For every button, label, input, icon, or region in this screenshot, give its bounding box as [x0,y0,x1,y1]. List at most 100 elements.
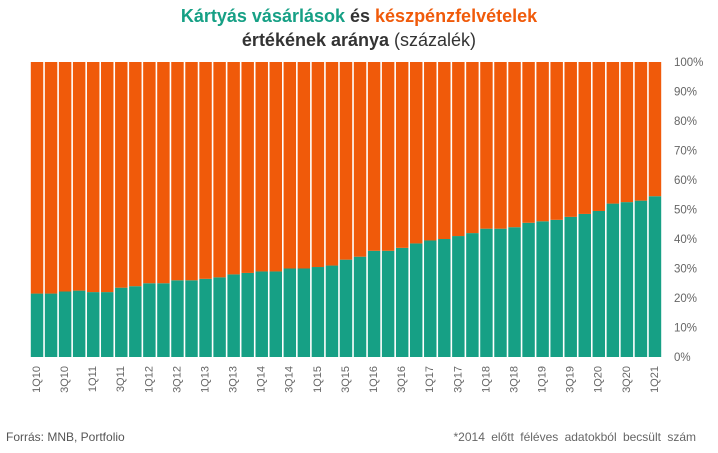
bar-cash-4Q11 [129,62,142,287]
bar-card-4Q16 [410,243,423,357]
bar-card-2Q12 [157,283,170,357]
x-tick-label: 3Q15 [340,366,352,393]
bar-card-1Q16 [367,250,381,357]
x-tick-label: 1Q21 [649,366,661,393]
x-tick-label: 3Q16 [396,366,408,393]
bar-card-3Q17 [452,236,465,357]
source-note: Forrás: MNB, Portfolio [6,430,125,444]
x-tick-label: 1Q13 [199,366,211,393]
chart-title-line1: Kártyás vásárlások és készpénzfelvételek [0,6,718,27]
bar-cash-2Q16 [381,62,395,251]
bar-card-1Q10 [30,293,44,357]
bar-cash-4Q12 [185,62,198,281]
y-tick-label: 10% [674,323,697,335]
title-cash-withdrawals: készpénzfelvételek [375,6,538,26]
bar-cash-3Q14 [283,62,297,269]
title-connector: és [345,6,376,26]
bar-card-3Q16 [395,247,409,357]
bar-cash-1Q13 [199,62,212,279]
bar-cash-3Q19 [564,62,577,217]
bar-cash-1Q21 [648,62,662,197]
bar-card-2Q11 [101,292,114,357]
y-tick-label: 100% [674,57,703,69]
bar-cash-3Q17 [452,62,465,237]
x-tick-label: 1Q19 [537,366,549,393]
bar-card-2Q13 [213,277,226,357]
bar-card-3Q13 [227,274,240,357]
bar-card-4Q12 [185,280,198,357]
bar-cash-1Q18 [480,62,493,229]
bar-card-4Q17 [466,233,479,357]
x-tick-label: 3Q10 [59,366,71,393]
bar-card-4Q19 [578,213,591,357]
bar-cash-4Q14 [297,62,311,269]
bar-cash-2Q20 [606,62,620,204]
bar-cash-1Q16 [367,62,381,251]
bar-card-4Q10 [72,290,86,357]
bar-cash-1Q11 [86,62,100,293]
x-tick-label: 1Q16 [368,366,380,393]
x-tick-label: 3Q18 [508,366,520,393]
bar-cash-2Q17 [438,62,451,239]
bar-cash-3Q12 [171,62,184,281]
bar-cash-4Q20 [634,62,648,201]
bar-cash-3Q15 [339,62,353,260]
title-card-purchases: Kártyás vásárlások [180,6,345,26]
x-tick-label: 1Q15 [312,366,324,393]
x-tick-label: 3Q13 [228,366,240,393]
bar-cash-2Q19 [550,62,563,220]
y-tick-label: 70% [674,146,697,158]
bar-card-3Q10 [58,291,72,357]
bar-card-1Q15 [311,267,325,357]
bar-card-2Q19 [550,219,563,357]
bar-card-1Q17 [424,240,437,357]
chart-title-line2: értékének aránya (százalék) [0,30,718,51]
bar-cash-2Q12 [157,62,170,284]
y-tick-label: 50% [674,205,697,217]
y-tick-label: 60% [674,175,697,187]
bar-card-2Q15 [325,265,339,357]
x-tick-label: 1Q10 [31,366,43,393]
bar-card-1Q19 [536,221,549,357]
y-tick-label: 90% [674,87,697,99]
bar-cash-3Q16 [395,62,409,248]
bar-card-2Q18 [494,228,507,357]
x-tick-label: 3Q17 [452,366,464,393]
bar-card-4Q13 [241,272,254,357]
footnote: *2014 előtt féléves adatokból becsült sz… [453,430,696,444]
bar-cash-2Q10 [44,62,58,294]
bar-cash-1Q17 [424,62,437,241]
bar-card-2Q17 [438,239,451,357]
x-tick-label: 3Q20 [621,366,633,393]
y-tick-label: 0% [674,352,691,364]
bar-cash-1Q12 [143,62,156,284]
x-tick-label: 1Q12 [143,366,155,393]
x-tick-label: 1Q17 [424,366,436,393]
bar-card-1Q20 [592,210,606,357]
bar-card-4Q11 [129,286,142,357]
bar-card-3Q19 [564,216,577,357]
bar-cash-2Q11 [101,62,114,293]
x-tick-label: 1Q20 [593,366,605,393]
bar-cash-2Q14 [269,62,282,272]
bar-card-1Q21 [648,196,662,357]
bar-card-2Q20 [606,203,620,357]
y-tick-label: 20% [674,293,697,305]
bar-cash-2Q18 [494,62,507,229]
bar-card-1Q13 [199,278,212,357]
y-tick-label: 30% [674,264,697,276]
bar-card-3Q15 [339,259,353,357]
bar-card-4Q14 [297,268,311,357]
bar-cash-3Q10 [58,62,72,292]
bar-cash-1Q19 [536,62,549,222]
x-tick-label: 3Q11 [115,366,127,392]
title-unit: (százalék) [389,30,477,50]
bar-card-2Q14 [269,271,282,357]
bar-card-3Q11 [115,287,128,357]
bar-cash-1Q14 [255,62,268,272]
x-tick-label: 1Q18 [480,366,492,393]
bar-card-1Q11 [86,292,100,357]
bar-cash-3Q18 [508,62,521,228]
bar-cash-4Q15 [353,62,367,257]
